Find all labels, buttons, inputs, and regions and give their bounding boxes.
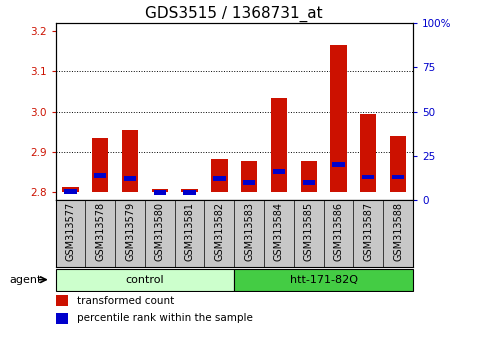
Text: GSM313577: GSM313577	[65, 202, 75, 261]
Bar	[213, 176, 226, 181]
Text: GSM313584: GSM313584	[274, 202, 284, 261]
Bar	[390, 136, 406, 192]
Text: transformed count: transformed count	[77, 296, 174, 306]
Bar	[56, 268, 234, 291]
Text: GSM313587: GSM313587	[363, 202, 373, 261]
Text: GSM313580: GSM313580	[155, 202, 165, 261]
Bar	[56, 313, 68, 324]
Text: GSM313585: GSM313585	[304, 202, 314, 261]
Text: percentile rank within the sample: percentile rank within the sample	[77, 313, 253, 323]
Bar	[243, 180, 256, 185]
Bar	[271, 98, 287, 192]
Text: GSM313578: GSM313578	[95, 202, 105, 261]
Bar	[92, 138, 108, 192]
Bar	[330, 45, 347, 192]
Bar	[184, 190, 196, 195]
Title: GDS3515 / 1368731_at: GDS3515 / 1368731_at	[145, 5, 323, 22]
Bar	[392, 175, 404, 179]
Bar	[154, 190, 166, 195]
Bar	[122, 130, 138, 192]
Text: agent: agent	[10, 275, 42, 285]
Bar	[234, 268, 413, 291]
Bar	[62, 187, 79, 192]
Bar	[300, 161, 317, 192]
Bar	[360, 114, 376, 192]
Bar	[302, 180, 315, 185]
Bar	[211, 159, 227, 192]
Bar	[56, 295, 68, 306]
Bar	[64, 189, 77, 194]
Text: GSM313579: GSM313579	[125, 202, 135, 261]
Bar	[241, 161, 257, 192]
Bar	[362, 175, 374, 179]
Bar	[273, 169, 285, 174]
Bar	[332, 162, 345, 167]
Bar	[94, 173, 106, 178]
Text: htt-171-82Q: htt-171-82Q	[290, 275, 357, 285]
Text: GSM313588: GSM313588	[393, 202, 403, 261]
Text: GSM313581: GSM313581	[185, 202, 195, 261]
Bar	[124, 176, 136, 181]
Text: GSM313583: GSM313583	[244, 202, 254, 261]
Text: GSM313582: GSM313582	[214, 202, 225, 261]
Text: GSM313586: GSM313586	[333, 202, 343, 261]
Bar	[152, 189, 168, 192]
Text: control: control	[126, 275, 164, 285]
Bar	[182, 189, 198, 192]
